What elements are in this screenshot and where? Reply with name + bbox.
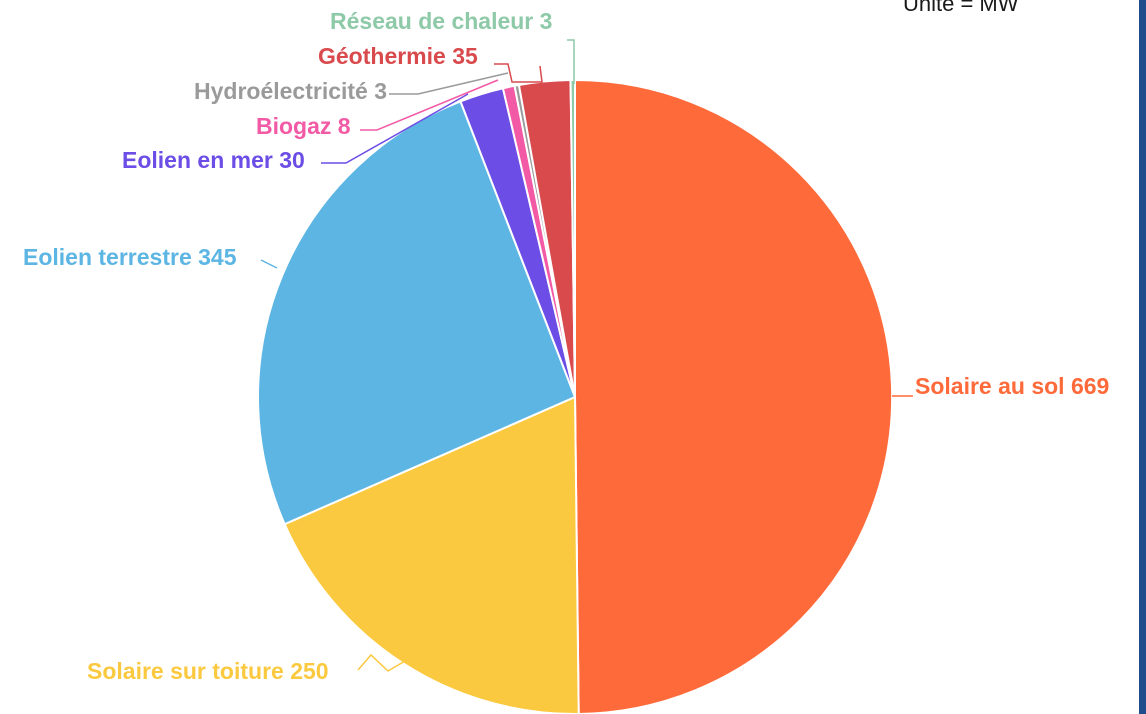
leader-line bbox=[357, 653, 406, 672]
slice-label: Biogaz 8 bbox=[256, 113, 351, 139]
pie-slice-solaire-sur-toiture bbox=[283, 395, 580, 714]
slice-label: Géothermie 35 bbox=[318, 43, 478, 69]
leader-line bbox=[494, 63, 543, 83]
leader-line bbox=[389, 72, 509, 95]
slice-label: Eolien en mer 30 bbox=[122, 147, 305, 173]
unit-label: Unité = MW bbox=[903, 0, 1019, 16]
slice-label: Réseau de chaleur 3 bbox=[330, 8, 552, 34]
leader-line bbox=[260, 259, 278, 269]
leader-line bbox=[567, 39, 575, 84]
slice-label: Solaire au sol 669 bbox=[915, 373, 1109, 399]
slice-label: Eolien terrestre 345 bbox=[23, 244, 237, 270]
pie-slice-solaire-au-sol bbox=[574, 78, 894, 714]
slice-label: Solaire sur toiture 250 bbox=[87, 658, 329, 684]
slice-label: Hydroélectricité 3 bbox=[194, 78, 387, 104]
leader-line bbox=[321, 93, 469, 164]
leader-line bbox=[360, 79, 499, 131]
pie-slice-r-seau-de-chaleur bbox=[569, 78, 576, 398]
edge-bar bbox=[1139, 0, 1146, 714]
